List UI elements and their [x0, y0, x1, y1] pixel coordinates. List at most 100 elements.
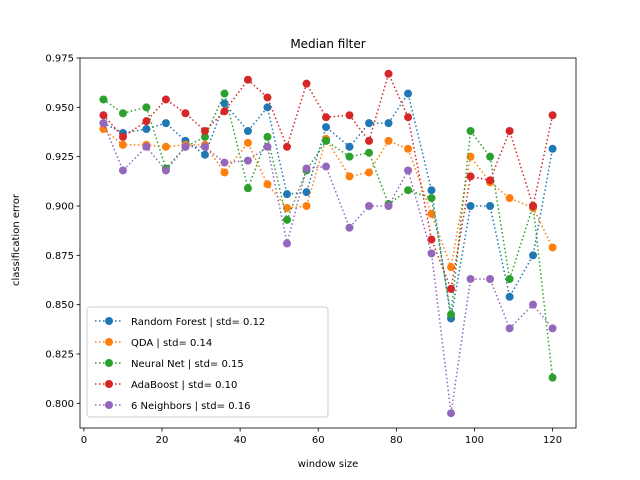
data-point: [181, 109, 190, 118]
data-point: [263, 142, 272, 151]
y-axis-label: classification error: [11, 193, 22, 286]
data-point: [345, 223, 354, 232]
data-point: [486, 152, 495, 161]
data-point: [282, 190, 291, 199]
data-point: [142, 142, 151, 151]
data-point: [486, 176, 495, 185]
data-point: [322, 113, 331, 122]
data-point: [263, 93, 272, 102]
data-point: [263, 103, 272, 112]
data-point: [282, 239, 291, 248]
data-point: [161, 166, 170, 175]
data-point: [447, 263, 456, 272]
x-tick-label: 100: [465, 435, 484, 446]
data-point: [505, 127, 514, 136]
data-point: [220, 99, 229, 108]
data-point: [282, 142, 291, 151]
data-point: [466, 172, 475, 181]
data-point: [302, 202, 311, 210]
data-point: [322, 136, 331, 145]
data-point: [548, 144, 557, 153]
data-point: [365, 119, 374, 128]
x-axis-label: window size: [298, 459, 359, 470]
data-point: [427, 194, 436, 203]
legend: Random Forest | std= 0.12 QDA | std= 0.14…: [86, 306, 329, 418]
legend-marker: [105, 401, 113, 409]
data-point: [466, 127, 475, 136]
y-tick-label: 0.950: [45, 103, 74, 114]
data-point: [345, 152, 354, 161]
data-point: [243, 156, 252, 165]
data-point: [200, 142, 209, 151]
y-tick-label: 0.850: [45, 300, 74, 311]
legend-label: QDA | std= 0.14: [131, 338, 212, 349]
data-point: [200, 127, 209, 136]
plot-frame: [79, 57, 577, 429]
data-point: [282, 215, 291, 224]
data-point: [322, 123, 331, 132]
y-tick-label: 0.875: [45, 251, 74, 262]
data-point: [365, 148, 374, 157]
data-point: [505, 194, 514, 203]
data-point: [505, 275, 514, 284]
data-point: [118, 140, 127, 149]
data-point: [161, 95, 170, 104]
data-point: [548, 243, 557, 252]
chart-title: Median filter: [290, 37, 365, 51]
data-point: [181, 142, 190, 151]
data-point: [220, 107, 229, 116]
data-point: [365, 202, 374, 210]
data-point: [302, 164, 311, 173]
data-point: [466, 275, 475, 284]
data-point: [243, 138, 252, 147]
data-point: [345, 172, 354, 181]
y-tick-label: 0.925: [45, 152, 74, 163]
series-line-0: [103, 91, 554, 319]
data-point: [142, 103, 151, 112]
legend-label: Random Forest | std= 0.12: [131, 317, 265, 328]
data-point: [302, 79, 311, 88]
data-point: [118, 109, 127, 118]
data-point: [282, 203, 291, 212]
data-point: [243, 127, 252, 136]
data-point: [427, 235, 436, 244]
x-tick-label: 0: [81, 435, 87, 446]
data-point: [142, 125, 151, 134]
data-point: [447, 409, 456, 418]
x-tick-label: 60: [312, 435, 325, 446]
data-point: [220, 168, 229, 177]
data-point: [365, 168, 374, 177]
data-point: [404, 113, 413, 122]
data-point: [345, 142, 354, 151]
data-point: [427, 209, 436, 218]
series-line-3: [102, 71, 554, 292]
y-tick-label: 0.800: [45, 399, 74, 410]
data-point: [142, 117, 151, 126]
legend-marker: [105, 359, 113, 367]
data-point: [529, 300, 538, 309]
x-tick-label: 80: [390, 435, 403, 446]
y-tick-label: 0.825: [45, 350, 74, 361]
data-point: [384, 202, 393, 210]
data-point: [118, 132, 127, 141]
data-point: [466, 152, 475, 161]
x-tick-label: 20: [156, 435, 169, 446]
x-tick-label: 120: [543, 435, 562, 446]
data-point: [384, 136, 393, 145]
y-tick-label: 0.900: [45, 202, 74, 213]
data-point: [404, 186, 413, 195]
data-point: [548, 111, 557, 120]
data-point: [161, 142, 170, 151]
data-point: [263, 180, 272, 189]
data-point: [486, 275, 495, 284]
x-tick-label: 40: [234, 435, 247, 446]
data-point: [263, 132, 272, 141]
data-point: [427, 186, 436, 195]
data-point: [161, 119, 170, 128]
data-point: [99, 95, 108, 104]
data-point: [302, 188, 311, 197]
data-point: [220, 158, 229, 167]
data-point: [99, 111, 108, 120]
data-point: [427, 249, 436, 258]
